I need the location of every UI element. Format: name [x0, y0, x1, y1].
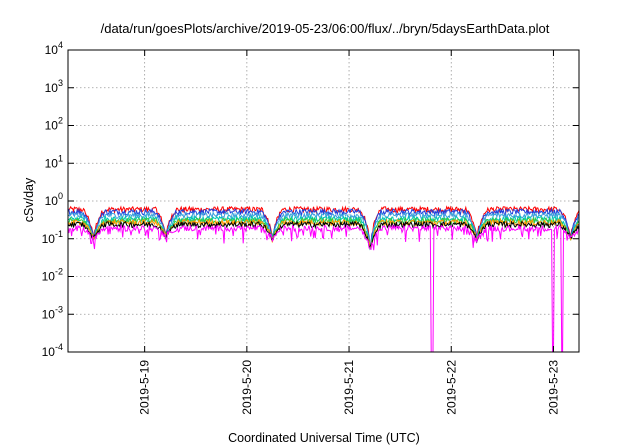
- x-tick-label: 2019-5-23: [546, 360, 560, 415]
- y-axis-tick-labels: 10-4 10-3 10-2 10-1 100 101 102 103 104: [42, 40, 63, 359]
- y-tick-label: 10-4: [42, 342, 63, 359]
- axis-ticks: [68, 49, 579, 353]
- x-tick-label: 2019-5-22: [444, 360, 458, 415]
- chart-title: /data/run/goesPlots/archive/2019-05-23/0…: [101, 21, 550, 36]
- series-line: [68, 204, 579, 246]
- x-axis-label: Coordinated Universal Time (UTC): [228, 431, 420, 445]
- grid-lines: [68, 50, 579, 352]
- y-tick-label: 10-3: [42, 304, 63, 321]
- y-tick-label: 100: [45, 191, 63, 208]
- series-line: [68, 216, 579, 250]
- y-tick-label: 101: [45, 153, 63, 170]
- data-series: [68, 204, 579, 352]
- series-line: [68, 210, 579, 248]
- y-tick-label: 10-2: [42, 267, 63, 284]
- x-axis-tick-labels: 2019-5-19 2019-5-20 2019-5-21 2019-5-22 2019…: [138, 360, 561, 415]
- y-axis-label: cSv/day: [22, 177, 36, 222]
- series-line: [68, 223, 579, 352]
- y-tick-label: 102: [45, 116, 63, 133]
- series-line: [68, 218, 579, 249]
- y-tick-label: 104: [45, 40, 63, 57]
- series-line: [68, 220, 579, 248]
- y-tick-label: 103: [45, 78, 63, 95]
- x-tick-label: 2019-5-19: [138, 360, 152, 415]
- y-tick-label: 10-1: [42, 229, 63, 246]
- x-tick-label: 2019-5-21: [342, 360, 356, 415]
- x-tick-label: 2019-5-20: [240, 360, 254, 415]
